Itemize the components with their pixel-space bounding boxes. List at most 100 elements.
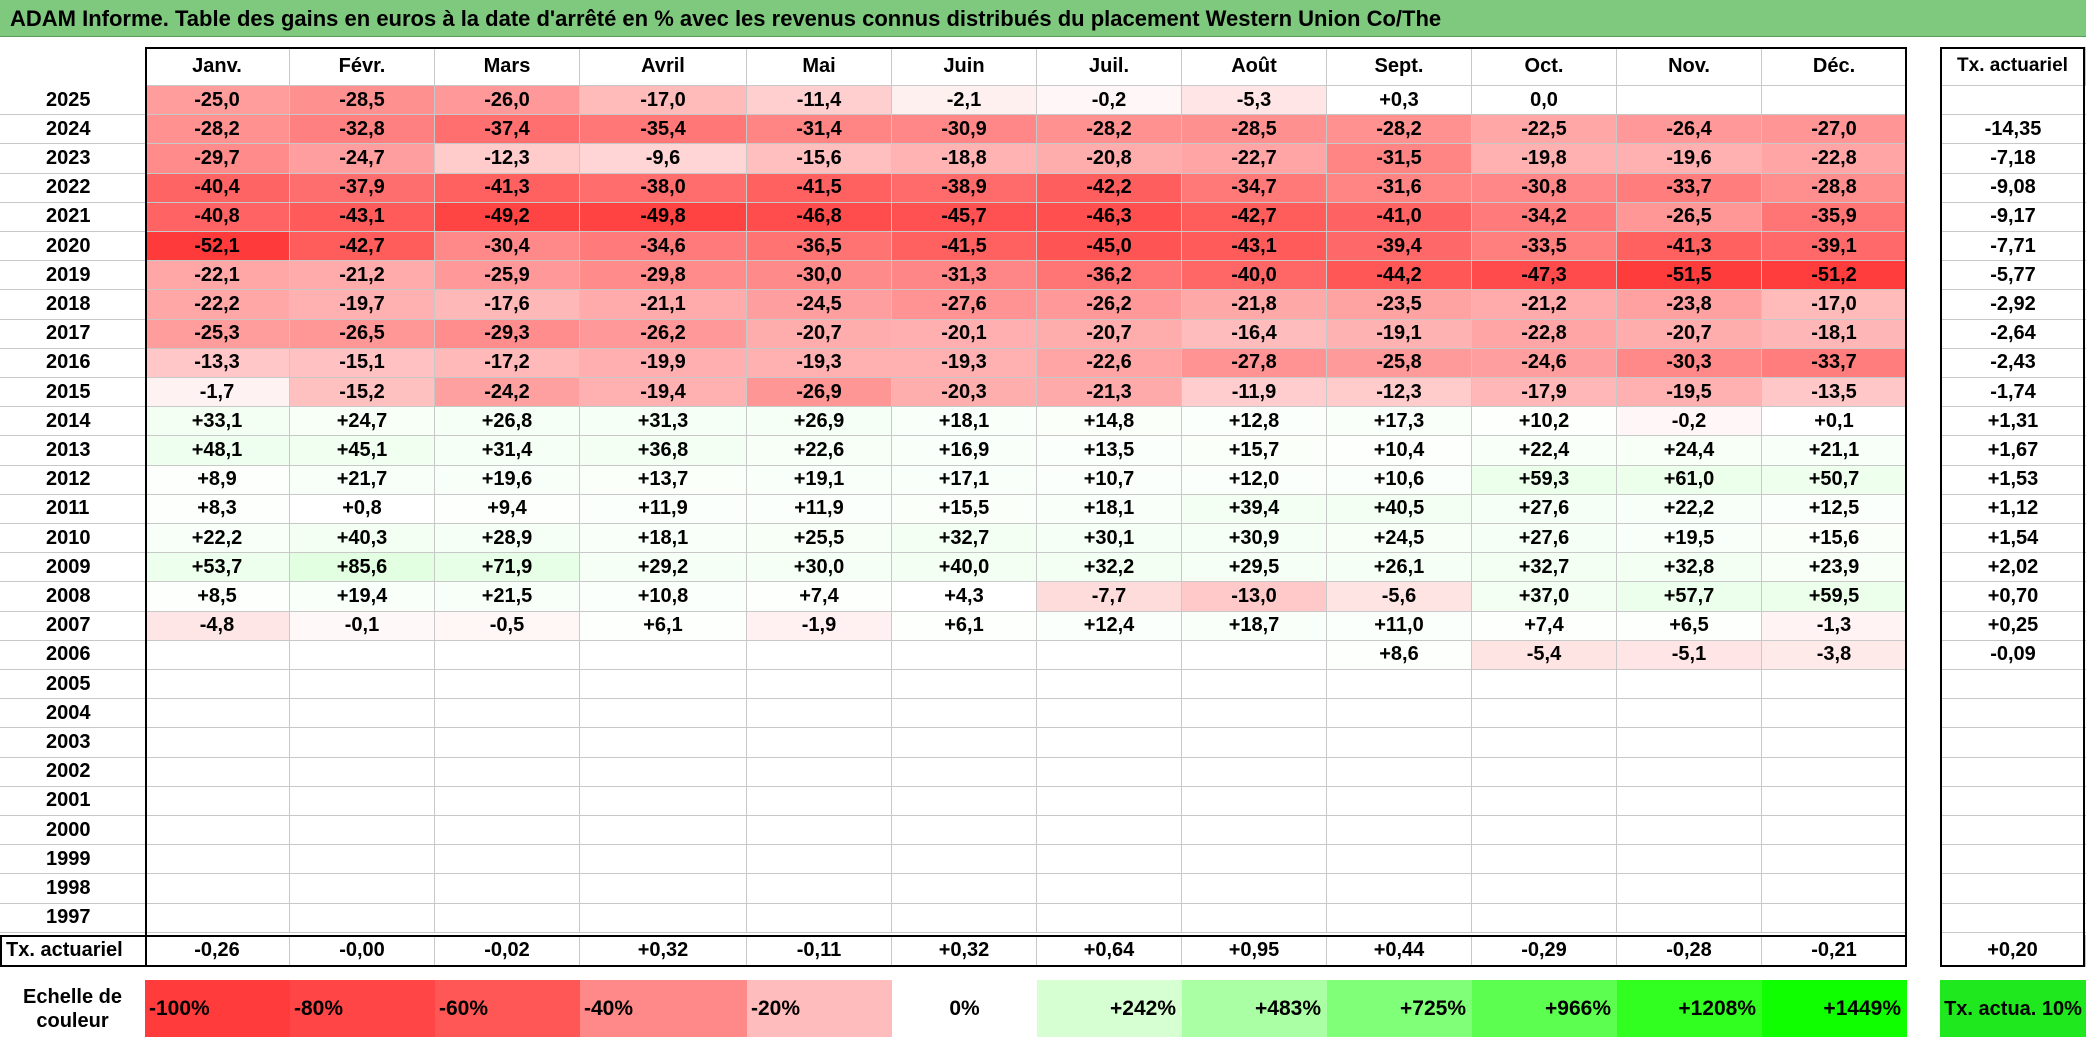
year-label: 2021 <box>0 203 145 232</box>
data-cell: -21,2 <box>1472 290 1617 320</box>
data-cell: -1,9 <box>747 611 892 641</box>
data-cell: -24,7 <box>290 144 435 174</box>
data-cell: -26,2 <box>1037 290 1182 320</box>
data-cell: +18,1 <box>580 524 747 554</box>
data-cell: +22,2 <box>1617 494 1762 524</box>
data-cell: -30,8 <box>1472 173 1617 203</box>
data-cell <box>290 786 435 816</box>
data-cell <box>580 874 747 904</box>
data-cell <box>1617 728 1762 758</box>
data-cell: +11,9 <box>580 494 747 524</box>
tx-actuariel-value: -14,35 <box>1940 115 2086 145</box>
tx-actuariel-value: +0,70 <box>1940 582 2086 612</box>
data-cell: +9,4 <box>435 494 580 524</box>
data-cell <box>1617 845 1762 875</box>
data-cell <box>435 699 580 729</box>
data-cell: +21,1 <box>1762 436 1907 466</box>
data-cell <box>1037 670 1182 700</box>
year-label: 2015 <box>0 378 145 408</box>
data-cell: +24,5 <box>1327 524 1472 554</box>
data-cell: -35,4 <box>580 115 747 145</box>
data-cell: +15,6 <box>1762 524 1907 554</box>
month-header: Sept. <box>1327 47 1472 86</box>
data-cell: -33,5 <box>1472 232 1617 262</box>
data-cell: +4,3 <box>892 582 1037 612</box>
data-cell <box>1617 757 1762 787</box>
data-cell: +30,0 <box>747 553 892 583</box>
data-cell <box>1182 640 1327 670</box>
data-cell: +7,4 <box>747 582 892 612</box>
data-cell <box>1037 816 1182 846</box>
data-cell <box>747 845 892 875</box>
tx-actuariel-value <box>1940 86 2086 116</box>
data-cell <box>145 816 290 846</box>
data-cell: +59,3 <box>1472 465 1617 495</box>
data-cell: -41,5 <box>892 232 1037 262</box>
data-cell: -41,0 <box>1327 202 1472 232</box>
data-cell: +85,6 <box>290 553 435 583</box>
data-cell <box>1182 757 1327 787</box>
data-cell: +6,1 <box>892 611 1037 641</box>
data-cell: -25,8 <box>1327 348 1472 378</box>
data-cell: -40,4 <box>145 173 290 203</box>
data-cell: -15,6 <box>747 144 892 174</box>
year-label: 2016 <box>0 349 145 378</box>
data-cell <box>892 786 1037 816</box>
tx-actuariel-value: +0,25 <box>1940 612 2086 641</box>
data-cell: -32,8 <box>290 115 435 145</box>
data-cell: -37,4 <box>435 115 580 145</box>
data-cell <box>1762 903 1907 933</box>
data-cell: -49,8 <box>580 202 747 232</box>
year-label: 1998 <box>0 874 145 904</box>
data-cell <box>435 728 580 758</box>
data-cell: -19,5 <box>1617 378 1762 408</box>
data-cell <box>290 699 435 729</box>
data-cell <box>1037 874 1182 904</box>
footer-value: +0,64 <box>1037 935 1182 967</box>
year-label: 2007 <box>0 612 145 641</box>
footer-tx-value: +0,20 <box>1940 935 2086 967</box>
data-cell <box>290 670 435 700</box>
data-cell: -45,7 <box>892 202 1037 232</box>
data-cell: +25,5 <box>747 524 892 554</box>
data-cell: +37,0 <box>1472 582 1617 612</box>
data-cell: -47,3 <box>1472 261 1617 291</box>
data-cell: -36,2 <box>1037 261 1182 291</box>
tx-actuariel-value <box>1940 787 2086 816</box>
data-cell: -19,3 <box>892 348 1037 378</box>
data-cell <box>747 816 892 846</box>
data-cell: -21,3 <box>1037 378 1182 408</box>
data-cell <box>290 757 435 787</box>
data-cell <box>580 816 747 846</box>
tx-actuariel-value: -2,92 <box>1940 290 2086 320</box>
data-cell: +28,9 <box>435 524 580 554</box>
data-cell: -21,1 <box>580 290 747 320</box>
data-cell: -36,5 <box>747 232 892 262</box>
data-cell: +61,0 <box>1617 465 1762 495</box>
tx-actuariel-value <box>1940 728 2086 758</box>
data-cell: -42,2 <box>1037 173 1182 203</box>
data-cell: -1,7 <box>145 378 290 408</box>
data-cell: -19,8 <box>1472 144 1617 174</box>
data-cell <box>892 816 1037 846</box>
data-cell: -7,7 <box>1037 582 1182 612</box>
year-label: 2000 <box>0 816 145 846</box>
month-header: Mai <box>747 47 892 86</box>
data-cell <box>435 786 580 816</box>
tx-actuariel-value <box>1940 845 2086 875</box>
data-cell: +6,1 <box>580 611 747 641</box>
tx-actuariel-value: -7,18 <box>1940 144 2086 174</box>
data-cell <box>747 903 892 933</box>
month-header: Janv. <box>145 47 290 86</box>
tx-actuariel-value: -9,08 <box>1940 174 2086 203</box>
data-cell: -28,8 <box>1762 173 1907 203</box>
data-cell: -2,1 <box>892 86 1037 116</box>
data-cell: -27,6 <box>892 290 1037 320</box>
year-label: 2018 <box>0 290 145 320</box>
data-cell: +7,4 <box>1472 611 1617 641</box>
data-cell: -18,1 <box>1762 319 1907 349</box>
data-cell <box>580 903 747 933</box>
data-cell <box>1037 786 1182 816</box>
data-cell <box>1472 728 1617 758</box>
data-cell: +13,7 <box>580 465 747 495</box>
